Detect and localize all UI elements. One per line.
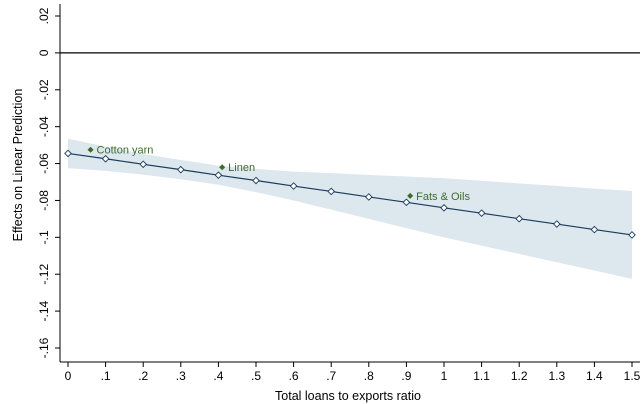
confidence-band-layer [68, 138, 632, 279]
series-line [67, 152, 633, 236]
annotation-marker [219, 164, 226, 171]
x-tick-label: .4 [213, 369, 223, 383]
data-point [628, 231, 636, 239]
data-point [477, 209, 486, 218]
x-tick-label: 1.3 [548, 369, 565, 383]
x-tick-label: 1.5 [624, 369, 641, 383]
data-point [552, 220, 561, 228]
data-point [176, 165, 185, 174]
x-tick-label: .1 [101, 369, 111, 383]
x-tick-label: .8 [364, 369, 374, 383]
y-tick-label: -.1 [37, 230, 51, 244]
x-tick-label: 1.4 [586, 369, 603, 383]
x-tick-label: .9 [401, 369, 411, 383]
annotation-label: Cotton yarn [97, 145, 154, 157]
y-tick-label: -.08 [37, 190, 51, 211]
y-tick-label: -.16 [37, 337, 51, 358]
y-tick-label: -.02 [37, 79, 51, 100]
y-axis-label: Effects on Linear Prediction [11, 89, 25, 242]
annotation-marker [407, 192, 414, 199]
x-tick-label: 1.2 [511, 369, 528, 383]
x-tick-label: 1 [441, 369, 448, 383]
confidence-band [68, 138, 632, 279]
data-point [289, 182, 298, 190]
data-point [252, 176, 260, 185]
series-marker-layer [64, 149, 636, 239]
data-point [327, 187, 336, 196]
data-point [590, 225, 599, 234]
annotation-label: Fats & Oils [416, 191, 470, 203]
x-tick-label: .5 [251, 369, 261, 383]
axes-layer: .02 0 -.02 -.04 -.06 -.08 -.1 -.12 -.14 -.16 0 .1 .2… [37, 4, 641, 383]
data-point [515, 214, 524, 223]
y-tick-label: -.14 [37, 300, 51, 321]
y-tick-label: -.04 [37, 116, 51, 137]
x-axis-label: Total loans to exports ratio [275, 389, 421, 403]
series-line-layer [67, 152, 633, 236]
data-point [101, 154, 110, 163]
y-tick-label: 0 [37, 49, 51, 56]
x-tick-label: 1.1 [473, 369, 490, 383]
data-point [364, 193, 373, 201]
data-point [214, 171, 223, 180]
x-tick-label: .7 [326, 369, 336, 383]
y-tick-label: -.12 [37, 264, 51, 285]
x-tick-label: .6 [289, 369, 299, 383]
y-tick-label: -.06 [37, 153, 51, 174]
annotation-label: Linen [228, 162, 255, 174]
x-tick-label: .3 [176, 369, 186, 383]
data-point [402, 198, 411, 207]
annotation-layer: Cotton yarn Linen Fats & Oils [87, 145, 470, 203]
annotation-marker [87, 146, 94, 153]
x-tick-label: .2 [138, 369, 148, 383]
data-point [440, 203, 448, 212]
y-tick-label: .02 [37, 7, 51, 24]
x-tick-label: 0 [65, 369, 72, 383]
data-point [64, 149, 72, 158]
data-point [139, 160, 148, 169]
